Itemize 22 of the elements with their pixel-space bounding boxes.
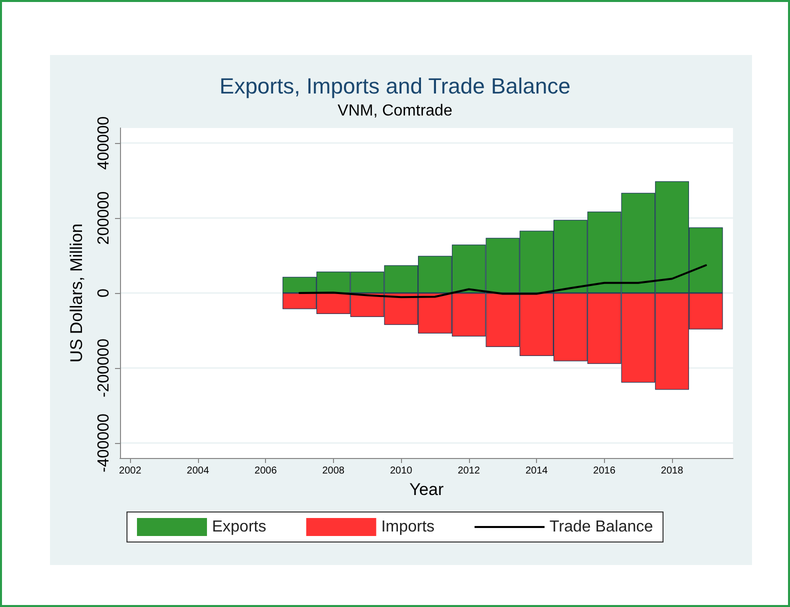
legend-label: Exports [212,518,266,536]
x-tick-label: 2014 [525,466,548,476]
x-tick-label: 2006 [254,466,278,476]
x-tick-label: 2016 [593,466,616,476]
x-tick-label: 2010 [390,466,413,476]
line-series [298,264,707,298]
y-axis-title: US Dollars, Million [67,224,86,362]
y-tick-label: -200000 [96,338,112,398]
x-tick-label: 2018 [660,466,684,476]
x-tick-label: 2004 [186,466,210,476]
x-axis-title: Year [409,480,444,499]
y-tick-label: -400000 [96,414,112,472]
y-tick-label: 400000 [96,116,112,170]
x-tick-label: 2002 [119,466,142,476]
legend-label: Imports [381,518,435,536]
legend-label: Trade Balance [550,518,654,536]
x-tick-label: 2012 [458,466,480,476]
chart-subtitle: VNM, Comtrade [338,102,452,120]
y-tick-label: 200000 [96,191,112,245]
y-tick-label: 0 [96,288,112,298]
chart-title: Exports, Imports and Trade Balance [220,74,570,98]
x-tick-label: 2008 [322,466,345,476]
